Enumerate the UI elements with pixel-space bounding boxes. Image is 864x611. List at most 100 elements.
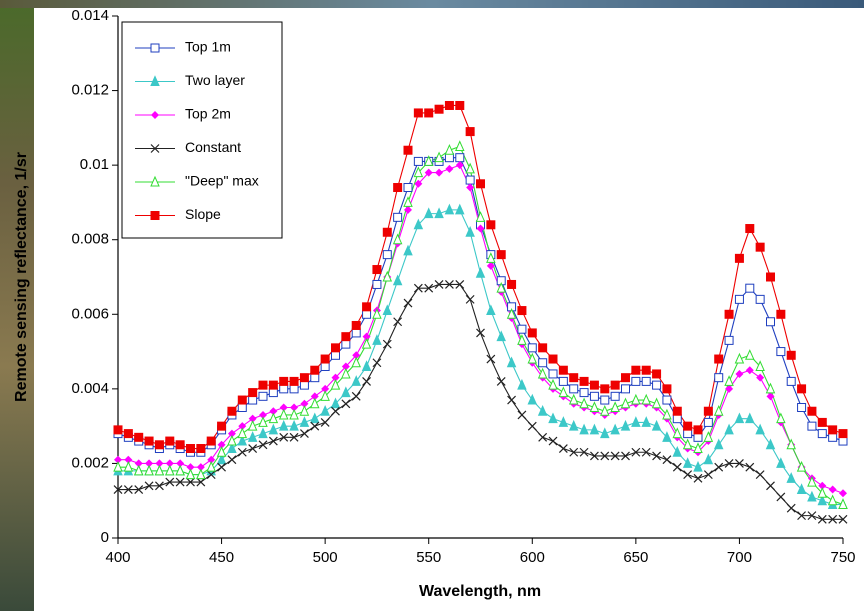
marker bbox=[310, 392, 319, 401]
marker bbox=[496, 330, 506, 342]
marker bbox=[268, 423, 279, 435]
marker bbox=[486, 354, 496, 364]
marker bbox=[579, 447, 589, 457]
marker bbox=[216, 453, 227, 465]
marker bbox=[165, 436, 175, 446]
marker bbox=[621, 373, 630, 383]
marker bbox=[807, 475, 817, 487]
marker bbox=[186, 463, 195, 472]
marker bbox=[558, 416, 569, 427]
marker bbox=[693, 425, 703, 435]
marker bbox=[672, 446, 683, 457]
marker bbox=[807, 421, 817, 431]
marker bbox=[755, 360, 765, 371]
marker bbox=[279, 384, 289, 394]
marker bbox=[713, 438, 724, 450]
marker bbox=[413, 108, 423, 118]
x-tick-label: 650 bbox=[623, 549, 648, 566]
y-tick-label: 0.008 bbox=[71, 231, 109, 248]
marker bbox=[247, 419, 258, 431]
x-tick-label: 600 bbox=[520, 549, 545, 566]
marker bbox=[227, 429, 236, 438]
marker bbox=[444, 143, 455, 155]
marker bbox=[445, 164, 454, 173]
marker bbox=[150, 144, 160, 153]
marker bbox=[227, 434, 237, 446]
marker bbox=[392, 233, 403, 245]
marker bbox=[703, 453, 714, 465]
legend-box bbox=[121, 21, 283, 239]
marker bbox=[786, 472, 796, 483]
marker bbox=[496, 376, 506, 386]
marker bbox=[289, 408, 299, 420]
marker bbox=[672, 414, 682, 424]
marker bbox=[310, 421, 320, 431]
marker bbox=[413, 283, 423, 293]
marker bbox=[745, 283, 755, 293]
legend-label: "Deep" max bbox=[185, 173, 259, 189]
marker bbox=[589, 391, 599, 401]
marker bbox=[797, 384, 807, 394]
marker bbox=[507, 279, 517, 289]
marker bbox=[548, 412, 558, 424]
marker bbox=[517, 334, 527, 345]
marker bbox=[838, 436, 848, 446]
marker bbox=[434, 280, 444, 289]
x-tick-label: 750 bbox=[830, 549, 855, 566]
marker bbox=[444, 203, 455, 215]
marker bbox=[175, 440, 185, 450]
marker bbox=[589, 401, 600, 412]
marker bbox=[745, 224, 755, 234]
marker bbox=[310, 397, 320, 409]
marker bbox=[610, 401, 620, 412]
marker bbox=[755, 294, 765, 304]
marker bbox=[838, 514, 848, 524]
marker bbox=[362, 332, 371, 341]
x-tick-label: 500 bbox=[313, 549, 338, 566]
marker bbox=[537, 404, 548, 416]
y-tick-label: 0.01 bbox=[80, 156, 109, 173]
marker bbox=[341, 386, 351, 398]
marker bbox=[807, 511, 817, 521]
marker bbox=[755, 242, 765, 252]
marker bbox=[631, 447, 641, 457]
marker bbox=[682, 457, 693, 468]
photo-strip bbox=[0, 0, 34, 611]
marker bbox=[641, 447, 651, 457]
marker bbox=[568, 419, 579, 431]
marker bbox=[279, 376, 289, 386]
marker bbox=[725, 384, 734, 393]
marker bbox=[361, 337, 372, 349]
marker bbox=[444, 153, 454, 163]
marker bbox=[362, 302, 372, 312]
legend-label: Top 2m bbox=[185, 106, 231, 122]
marker bbox=[590, 451, 599, 461]
marker bbox=[300, 399, 309, 408]
marker bbox=[114, 455, 122, 464]
marker bbox=[517, 306, 527, 316]
marker bbox=[476, 224, 485, 233]
marker bbox=[527, 352, 538, 364]
marker bbox=[797, 403, 807, 412]
marker bbox=[259, 410, 267, 419]
marker bbox=[299, 373, 309, 383]
marker bbox=[299, 404, 310, 416]
marker bbox=[196, 468, 206, 480]
marker bbox=[475, 267, 486, 278]
marker bbox=[247, 431, 258, 442]
marker bbox=[527, 343, 537, 353]
marker bbox=[176, 459, 185, 468]
marker bbox=[341, 399, 351, 409]
marker bbox=[662, 455, 672, 465]
marker bbox=[755, 470, 765, 480]
marker bbox=[527, 393, 538, 405]
series-markers bbox=[113, 203, 848, 509]
marker bbox=[724, 375, 734, 386]
marker bbox=[776, 347, 786, 357]
marker bbox=[766, 272, 775, 282]
marker bbox=[403, 145, 413, 155]
marker bbox=[372, 334, 382, 345]
marker bbox=[651, 397, 662, 409]
marker bbox=[434, 151, 444, 163]
